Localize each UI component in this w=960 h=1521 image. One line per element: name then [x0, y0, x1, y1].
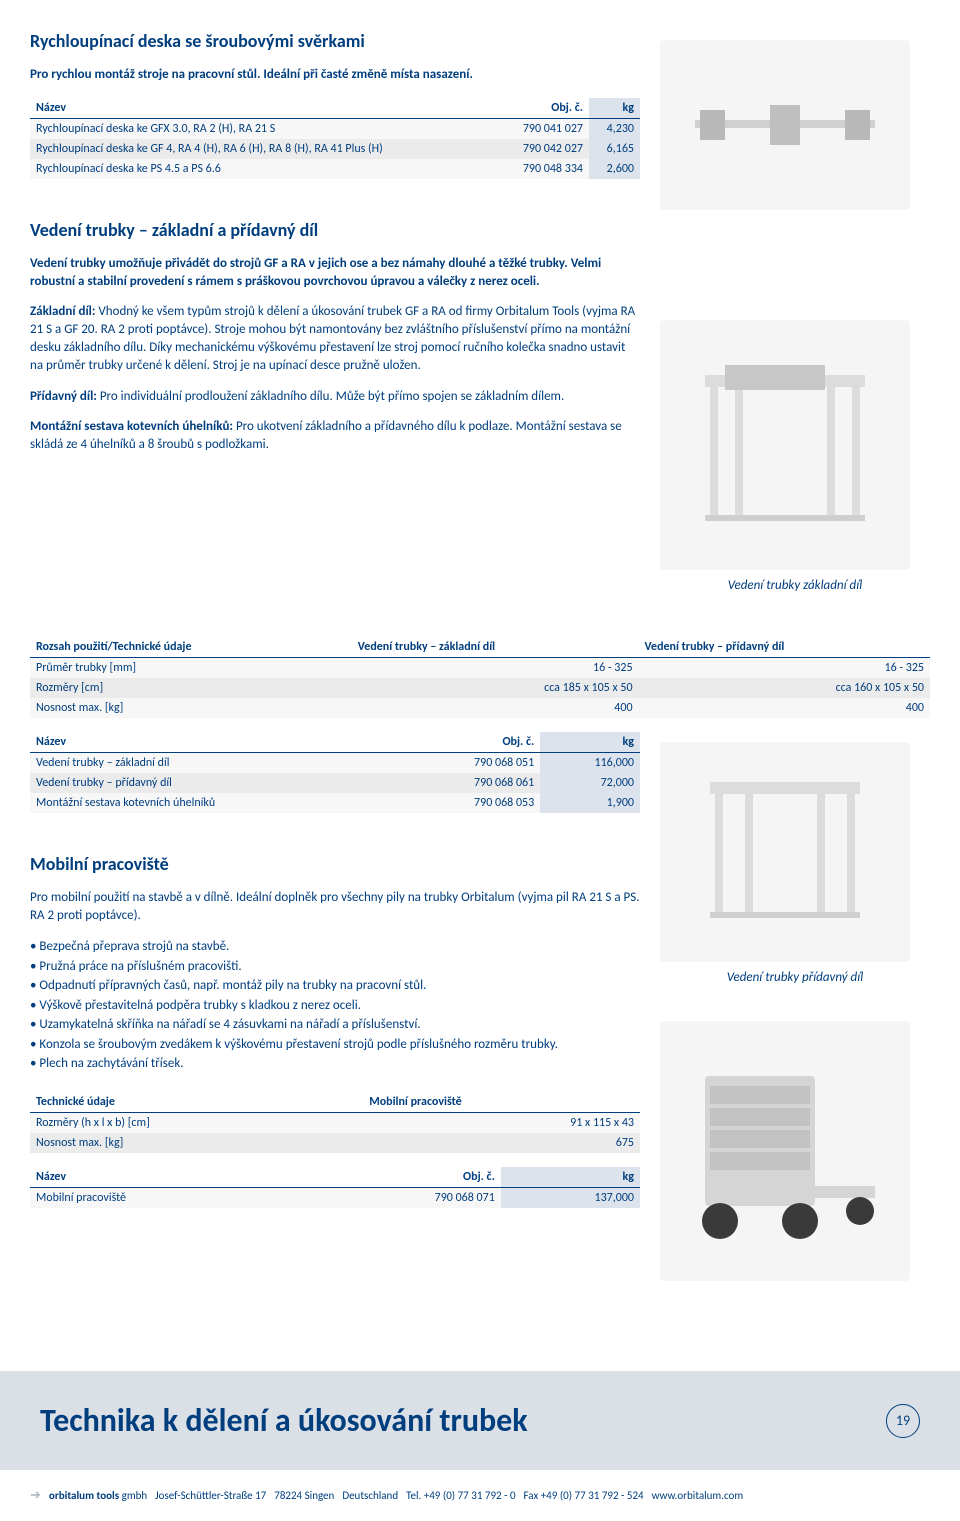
cell: Montážní sestava kotevních úhelníků	[30, 793, 400, 813]
footer-co: gmbh	[122, 1489, 148, 1502]
caption-guide-base: Vedení trubky základní díl	[660, 578, 930, 593]
cell: 2,600	[589, 159, 640, 179]
footer-country: Deutschland	[342, 1489, 398, 1502]
footer-line: ➔ orbitalum tools gmbh Josef-Schüttler-S…	[0, 1470, 960, 1521]
banner-title: Technika k dělení a úkosování trubek	[40, 1401, 528, 1440]
cell: Rozměry [cm]	[30, 678, 352, 698]
cell: 72,000	[540, 773, 640, 793]
sec2-p3b: Pro individuální prodloužení základního …	[97, 389, 564, 404]
section3-spec-table: Technické údaje Mobilní pracoviště Rozmě…	[30, 1092, 640, 1153]
th: Vedení trubky – přídavný díl	[639, 637, 930, 658]
cell: cca 185 x 105 x 50	[352, 678, 639, 698]
section1-table: Název Obj. č. kg Rychloupínací deska ke …	[30, 98, 640, 179]
sec2-p1: Vedení trubky umožňuje přivádět do stroj…	[30, 256, 601, 289]
cell: 790 068 053	[400, 793, 540, 813]
cell: 91 x 115 x 43	[363, 1112, 640, 1133]
footer-web: www.orbitalum.com	[652, 1489, 744, 1502]
th-obj: Obj. č.	[495, 98, 589, 119]
cell: Rychloupínací deska ke GF 4, RA 4 (H), R…	[30, 139, 495, 159]
cell: 16 - 325	[639, 658, 930, 679]
th-obj: Obj. č.	[306, 1167, 501, 1188]
cell: Rychloupínací deska ke PS 4.5 a PS 6.6	[30, 159, 495, 179]
th: Mobilní pracoviště	[363, 1092, 640, 1113]
footer-banner: Technika k dělení a úkosování trubek 19	[0, 1371, 960, 1470]
cell: Rozměry (h x l x b) [cm]	[30, 1112, 363, 1133]
th-name: Název	[30, 1167, 306, 1188]
cell: 16 - 325	[352, 658, 639, 679]
cell: 675	[363, 1133, 640, 1153]
bullet: Uzamykatelná skříňka na nářadí se 4 zásu…	[30, 1015, 640, 1035]
bullet: Výškově přestavitelná podpěra trubky s k…	[30, 996, 640, 1016]
page-number: 19	[886, 1404, 920, 1438]
th-obj: Obj. č.	[400, 732, 540, 753]
th: Vedení trubky – základní díl	[352, 637, 639, 658]
cell: 400	[639, 698, 930, 718]
product-image-guide-ext	[660, 742, 910, 962]
bullet: Pružná práce na příslušném pracovišti.	[30, 957, 640, 977]
product-image-guide-base	[660, 320, 910, 570]
sec2-p2b: Vhodný ke všem typům strojů k dělení a ú…	[30, 304, 635, 374]
cell: 1,900	[540, 793, 640, 813]
th-name: Název	[30, 98, 495, 119]
section1-title: Rychloupínací deska se šroubovými svěrka…	[30, 30, 640, 52]
footer-zip: 78224 Singen	[274, 1489, 334, 1502]
cell: 116,000	[540, 753, 640, 774]
caption-guide-ext: Vedení trubky přídavný díl	[660, 970, 930, 985]
product-image-mobile	[660, 1021, 910, 1281]
footer-addr: Josef-Schüttler-Straße 17	[155, 1489, 266, 1502]
bullet: Plech na zachytávání třísek.	[30, 1054, 640, 1074]
th-name: Název	[30, 732, 400, 753]
product-image-clamp	[660, 40, 910, 210]
cell: 790 048 334	[495, 159, 589, 179]
th: Technické údaje	[30, 1092, 363, 1113]
cell: Průměr trubky [mm]	[30, 658, 352, 679]
section3-order-table: Název Obj. č. kg Mobilní pracoviště790 0…	[30, 1167, 640, 1208]
section2-spec-table: Rozsah použití/Technické údaje Vedení tr…	[30, 637, 930, 718]
sec2-p2a: Základní díl:	[30, 304, 95, 319]
th-kg: kg	[589, 98, 640, 119]
section2-title: Vedení trubky – základní a přídavný díl	[30, 219, 640, 241]
sec2-p4a: Montážní sestava kotevních úhelníků:	[30, 419, 233, 434]
cell: Nosnost max. [kg]	[30, 1133, 363, 1153]
th-kg: kg	[540, 732, 640, 753]
cell: 6,165	[589, 139, 640, 159]
section2-order-table: Název Obj. č. kg Vedení trubky – základn…	[30, 732, 640, 813]
cell: 790 042 027	[495, 139, 589, 159]
cell: 790 068 061	[400, 773, 540, 793]
cell: Vedení trubky – přídavný díl	[30, 773, 400, 793]
bullet: Konzola se šroubovým zvedákem k výškovém…	[30, 1035, 640, 1055]
section1-intro: Pro rychlou montáž stroje na pracovní st…	[30, 66, 640, 84]
cell: 4,230	[589, 118, 640, 139]
section3-intro: Pro mobilní použití na stavbě a v dílně.…	[30, 889, 640, 925]
footer-tel: Tel. +49 (0) 77 31 792 - 0	[406, 1489, 515, 1502]
cell: Nosnost max. [kg]	[30, 698, 352, 718]
cell: cca 160 x 105 x 50	[639, 678, 930, 698]
cell: 137,000	[501, 1187, 640, 1208]
cell: 400	[352, 698, 639, 718]
th-kg: kg	[501, 1167, 640, 1188]
section3-title: Mobilní pracoviště	[30, 853, 640, 875]
cell: Mobilní pracoviště	[30, 1187, 306, 1208]
th: Rozsah použití/Technické údaje	[30, 637, 352, 658]
bullet: Bezpečná přeprava strojů na stavbě.	[30, 937, 640, 957]
cell: Rychloupínací deska ke GFX 3.0, RA 2 (H)…	[30, 118, 495, 139]
cell: 790 068 071	[306, 1187, 501, 1208]
bullet: Odpadnutí přípravných časů, např. montáž…	[30, 976, 640, 996]
section3-bullets: Bezpečná přeprava strojů na stavbě. Pruž…	[30, 937, 640, 1074]
footer-brand: orbitalum tools	[49, 1489, 119, 1502]
cell: 790 068 051	[400, 753, 540, 774]
sec2-p3a: Přídavný díl:	[30, 389, 97, 404]
cell: 790 041 027	[495, 118, 589, 139]
footer-fax: Fax +49 (0) 77 31 792 - 524	[524, 1489, 644, 1502]
arrow-icon: ➔	[30, 1488, 41, 1503]
cell: Vedení trubky – základní díl	[30, 753, 400, 774]
